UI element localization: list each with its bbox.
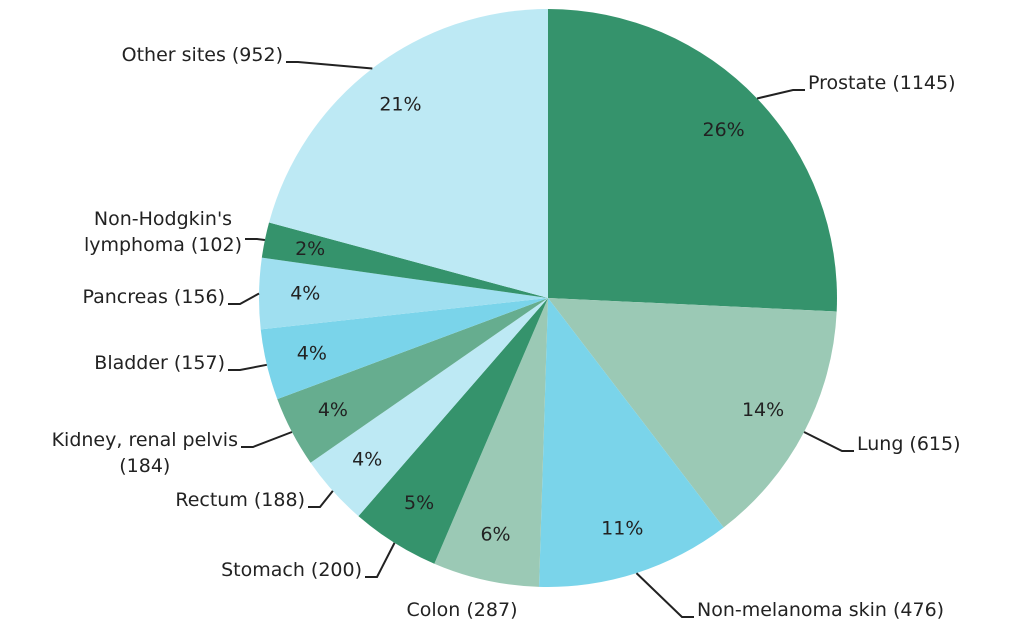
leader-line [228,363,268,371]
value-label: 11% [601,518,643,540]
pie-slice [310,298,548,517]
category-label: Pancreas (156) [82,286,226,308]
pie-slice [258,257,548,330]
category-label: Kidney, renal pelvis (184) [51,429,238,477]
leader-line [286,61,373,70]
pie-slice [277,298,548,463]
leader-line [756,89,805,100]
pie-slice [548,9,837,312]
leader-line [803,431,854,452]
pie-slice [434,298,548,587]
leader-line [245,238,266,241]
value-label: 14% [742,399,784,421]
pie-slice [548,298,837,528]
pie-slice [260,298,548,400]
value-label: 4% [318,399,348,421]
category-label: Other sites (952) [121,44,283,66]
pie-slice [269,9,548,298]
value-label: 26% [702,119,744,141]
category-label: Lung (615) [857,433,961,455]
pie-slice [261,222,548,298]
category-label: Colon (287) [406,599,518,621]
value-label: 6% [480,524,510,546]
category-label: Prostate (1145) [808,72,956,94]
value-label: 4% [290,283,320,305]
leader-line [635,572,694,618]
pie-slice [539,298,724,587]
value-label: 4% [352,449,382,471]
category-label: Rectum (188) [175,489,305,511]
category-label: Non-Hodgkin's lymphoma (102) [83,208,242,256]
category-label: Stomach (200) [221,559,362,581]
pie-slice [358,298,548,564]
leader-line [308,490,334,508]
leader-line [241,431,293,448]
leader-line [365,542,396,578]
value-label: 5% [404,492,434,514]
category-label: Non-melanoma skin (476) [697,599,945,621]
leader-line [228,292,260,305]
category-label: Bladder (157) [94,352,225,374]
value-label: 21% [379,94,421,116]
value-label: 2% [295,238,325,260]
value-label: 4% [297,343,327,365]
